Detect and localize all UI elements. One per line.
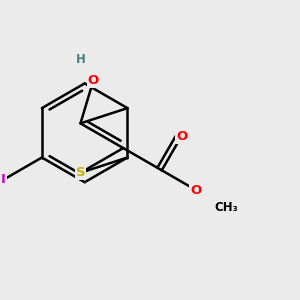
Text: S: S — [76, 166, 85, 179]
Text: H: H — [76, 53, 85, 66]
Text: O: O — [190, 184, 202, 196]
Text: O: O — [176, 130, 187, 142]
Text: CH₃: CH₃ — [214, 201, 238, 214]
Text: I: I — [1, 173, 6, 186]
Text: O: O — [88, 74, 99, 87]
